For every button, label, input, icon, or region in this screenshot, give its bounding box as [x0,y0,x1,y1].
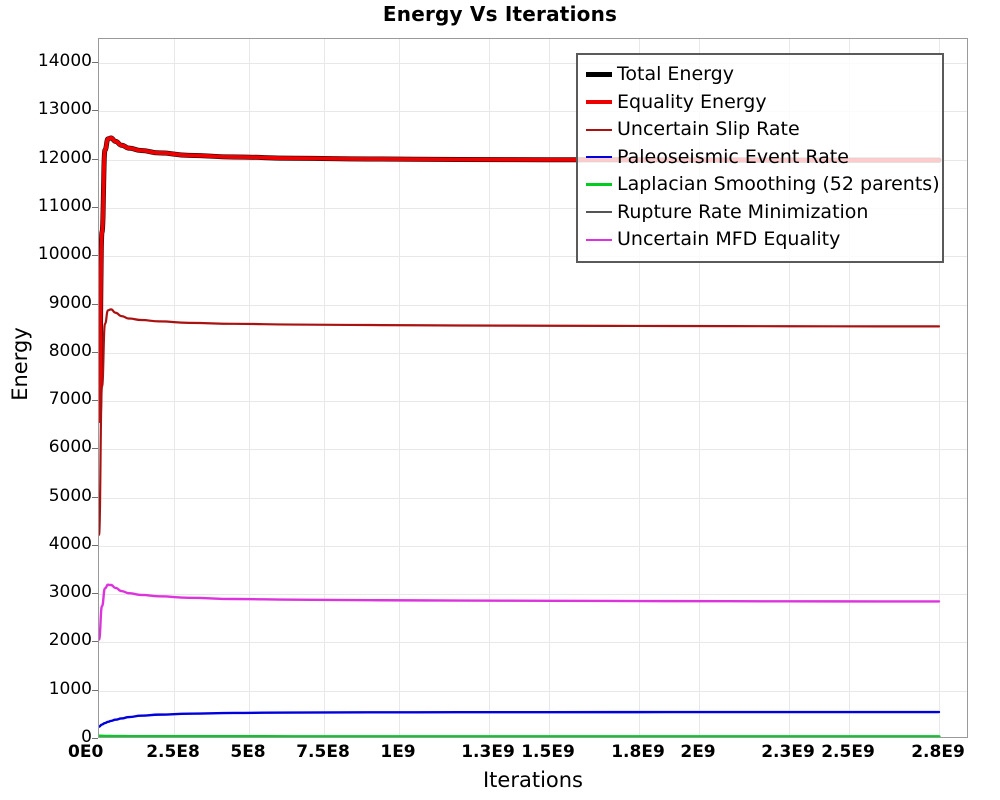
y-tick-label: 1000 [48,678,92,699]
y-tick-label: 12000 [37,147,92,168]
legend-item[interactable]: Uncertain MFD Equality [586,226,934,254]
legend: Total Energy Equality Energy Uncertain Sli… [576,53,944,263]
legend-item[interactable]: Equality Energy [586,89,934,117]
x-tick-label: 2E9 [680,742,716,762]
y-axis-tick-group: 0 1000 2000 3000 4000 5000 6000 7000 8000 9000 100… [0,0,98,800]
y-tick-mark [92,496,98,498]
x-tick-label: 1E9 [380,742,416,762]
gridline-vertical [249,39,250,737]
gridline-vertical [639,39,640,737]
x-tick-label: 1.8E9 [611,742,665,762]
legend-label: Total Energy [617,63,734,86]
y-tick-label: 14000 [37,51,92,72]
x-tick-label: 2.8E9 [911,742,965,762]
y-tick-mark [92,206,98,208]
gridline-vertical [849,39,850,737]
y-axis-title: Energy [8,327,32,401]
legend-label: Uncertain Slip Rate [617,118,800,141]
gridline-horizontal [99,691,967,692]
x-tick-label: 1.3E9 [461,742,515,762]
legend-color-swatch [586,72,612,78]
gridline-horizontal [99,208,967,209]
series-line [99,736,939,737]
legend-label: Rupture Rate Minimization [617,200,869,223]
y-tick-mark [92,593,98,595]
gridline-horizontal [99,401,967,402]
y-tick-label: 8000 [48,340,92,361]
legend-item[interactable]: Paleoseismic Event Rate [586,144,934,172]
gridline-horizontal [99,256,967,257]
legend-label: Laplacian Smoothing (52 parents) [617,173,940,196]
legend-color-swatch [586,238,612,241]
gridline-vertical [174,39,175,737]
gridline-horizontal [99,642,967,643]
x-tick-label: 2.5E9 [821,742,875,762]
y-tick-mark [92,738,98,739]
gridline-vertical [549,39,550,737]
y-tick-label: 13000 [37,99,92,120]
legend-label: Paleoseismic Event Rate [617,145,849,168]
y-tick-mark [92,62,98,64]
gridline-vertical [399,39,400,737]
gridline-vertical [324,39,325,737]
y-tick-label: 11000 [37,195,92,216]
y-tick-label: 6000 [48,437,92,458]
legend-color-swatch [586,211,612,214]
series-line [99,712,939,727]
gridline-horizontal [99,353,967,354]
gridline-vertical [789,39,790,737]
y-tick-label: 9000 [48,292,92,313]
legend-item[interactable]: Uncertain Slip Rate [586,116,934,144]
series-line [99,309,939,534]
y-tick-mark [92,689,98,691]
legend-item[interactable]: Rupture Rate Minimization [586,199,934,227]
y-tick-mark [92,255,98,257]
legend-color-swatch [586,100,612,105]
y-tick-mark [92,303,98,305]
legend-item[interactable]: Total Energy [586,61,934,89]
legend-color-swatch [586,156,612,159]
legend-label: Equality Energy [617,90,767,113]
y-tick-mark [92,641,98,643]
legend-color-swatch [586,183,612,187]
gridline-horizontal [99,449,967,450]
gridline-horizontal [99,111,967,112]
y-tick-mark [92,544,98,546]
series-line [99,585,939,640]
chart-title: Energy Vs Iterations [382,2,618,26]
legend-item[interactable]: Laplacian Smoothing (52 parents) [586,171,940,199]
y-tick-label: 5000 [48,485,92,506]
gridline-horizontal [99,498,967,499]
x-axis-title: Iterations [482,768,584,792]
y-tick-label: 4000 [48,533,92,554]
y-tick-label: 7000 [48,389,92,410]
y-tick-mark [92,400,98,402]
gridline-horizontal [99,594,967,595]
x-tick-label: 7.5E8 [296,742,350,762]
y-tick-label: 10000 [37,244,92,265]
x-tick-label: 1.5E9 [521,742,575,762]
legend-color-swatch [586,128,612,131]
gridline-vertical [939,39,940,737]
x-tick-label: 2.3E9 [761,742,815,762]
gridline-vertical [489,39,490,737]
y-tick-label: 0 [81,727,92,747]
gridline-horizontal [99,63,967,64]
x-tick-label: 5E8 [230,742,266,762]
y-tick-mark [92,110,98,112]
y-tick-label: 2000 [48,630,92,651]
gridline-vertical [699,39,700,737]
y-tick-mark [92,158,98,160]
y-tick-label: 3000 [48,582,92,603]
gridline-horizontal [99,546,967,547]
gridline-horizontal [99,305,967,306]
y-tick-mark [92,448,98,450]
y-tick-mark [92,351,98,353]
legend-label: Uncertain MFD Equality [617,228,841,251]
x-tick-label: 0E0 [68,742,104,762]
x-tick-label: 2.5E8 [146,742,200,762]
